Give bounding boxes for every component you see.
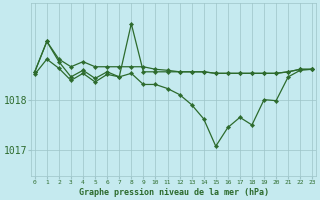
X-axis label: Graphe pression niveau de la mer (hPa): Graphe pression niveau de la mer (hPa) — [78, 188, 268, 197]
